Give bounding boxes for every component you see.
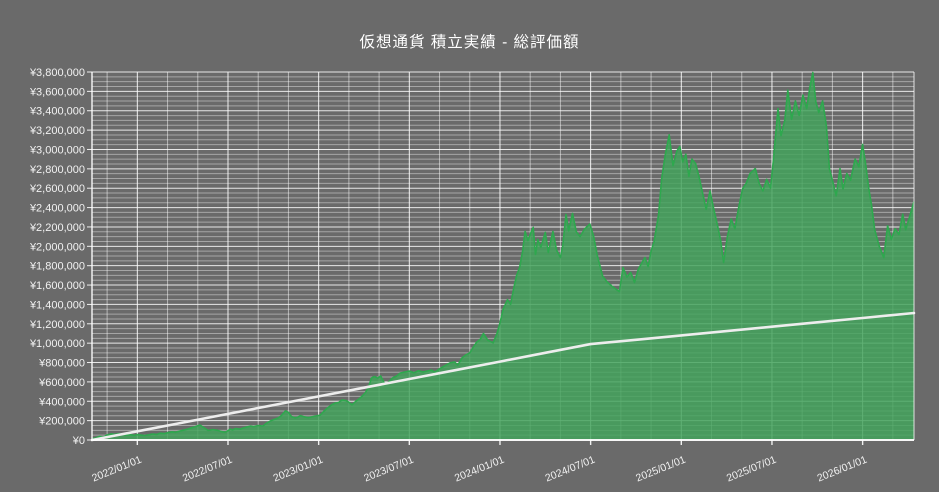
x-tick-label: 2026/01/01: [816, 454, 869, 485]
x-tick-label: 2022/01/01: [90, 454, 143, 485]
x-tick-label: 2024/07/01: [544, 454, 597, 485]
x-tick-label: 2025/01/01: [634, 454, 687, 485]
svg-text:¥800,000: ¥800,000: [38, 358, 85, 370]
x-tick-label: 2025/07/01: [725, 454, 778, 485]
svg-text:¥600,000: ¥600,000: [38, 377, 85, 389]
investment-line-series: [90, 311, 916, 442]
svg-text:¥2,800,000: ¥2,800,000: [29, 164, 85, 176]
svg-text:¥2,200,000: ¥2,200,000: [29, 222, 85, 234]
svg-text:¥0: ¥0: [72, 435, 85, 447]
svg-text:¥400,000: ¥400,000: [38, 396, 85, 408]
x-axis-labels: 2022/01/01 2022/07/01 2023/01/01 2023/07/01…: [90, 440, 869, 484]
svg-text:¥3,600,000: ¥3,600,000: [29, 86, 85, 98]
x-tick-label: 2023/01/01: [272, 454, 325, 485]
chart-title: 仮想通貨 積立実績 - 総評価額: [359, 34, 580, 51]
svg-text:¥1,000,000: ¥1,000,000: [29, 338, 85, 350]
x-tick-label: 2024/01/01: [453, 454, 506, 485]
x-tick-label: 2022/07/01: [181, 454, 234, 485]
svg-text:¥2,400,000: ¥2,400,000: [29, 203, 85, 215]
svg-text:¥2,000,000: ¥2,000,000: [29, 241, 85, 253]
svg-text:¥1,600,000: ¥1,600,000: [29, 280, 85, 292]
x-tick-label: 2023/07/01: [362, 454, 415, 485]
svg-text:¥3,200,000: ¥3,200,000: [29, 125, 85, 137]
svg-text:¥200,000: ¥200,000: [38, 416, 85, 428]
svg-text:¥3,400,000: ¥3,400,000: [29, 106, 85, 118]
svg-text:¥1,200,000: ¥1,200,000: [29, 319, 85, 331]
svg-text:¥1,400,000: ¥1,400,000: [29, 299, 85, 311]
svg-text:¥2,600,000: ¥2,600,000: [29, 183, 85, 195]
svg-text:¥1,800,000: ¥1,800,000: [29, 261, 85, 273]
valuation-area-series: [91, 71, 915, 440]
y-axis-labels: ¥0 ¥200,000 ¥400,000 ¥600,000 ¥800,000 ¥1,000…: [29, 67, 92, 447]
svg-text:¥3,800,000: ¥3,800,000: [29, 67, 85, 79]
svg-text:¥3,000,000: ¥3,000,000: [29, 144, 85, 156]
